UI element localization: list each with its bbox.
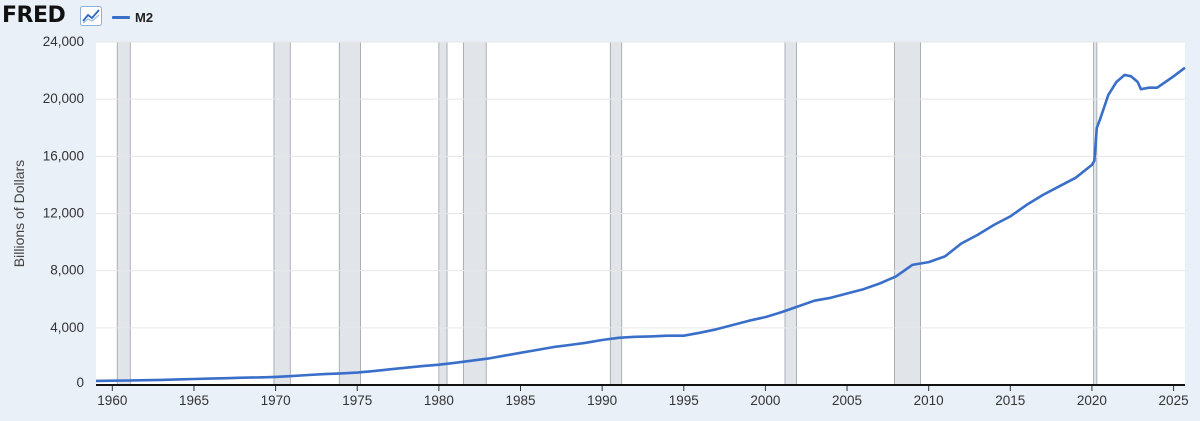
y-axis-title: Billions of Dollars [11, 160, 27, 267]
y-axis-ticks: 0 4,000 8,000 12,000 16,000 20,000 24,000 [43, 34, 84, 390]
y-tick-label: 20,000 [43, 91, 84, 106]
x-tick-label: 2000 [750, 393, 780, 408]
y-tick-label: 4,000 [50, 320, 84, 335]
legend[interactable]: M2 [112, 9, 153, 25]
x-tick-label: 2020 [1077, 393, 1107, 408]
chart-header: FRED M2 [0, 0, 400, 32]
x-tick-label: 1960 [97, 393, 127, 408]
x-tick-label: 1970 [261, 393, 291, 408]
x-tick-label: 2005 [832, 393, 862, 408]
y-tick-label: 0 [76, 375, 84, 390]
y-tick-label: 24,000 [43, 34, 84, 49]
y-tick-label: 16,000 [43, 148, 84, 163]
x-tick-label: 2015 [995, 393, 1025, 408]
line-chart-icon [80, 6, 102, 26]
legend-swatch [112, 15, 130, 19]
x-tick-label: 1995 [669, 393, 699, 408]
x-tick-label: 2025 [1159, 393, 1189, 408]
x-tick-label: 1975 [342, 393, 372, 408]
y-tick-label: 12,000 [43, 206, 84, 221]
x-tick-label: 1990 [587, 393, 617, 408]
x-tick-label: 2010 [914, 393, 944, 408]
x-tick-label: 1985 [505, 393, 535, 408]
x-tick-label: 1965 [179, 393, 209, 408]
legend-label-m2: M2 [135, 9, 154, 25]
x-tick-label: 1980 [424, 393, 454, 408]
x-axis-ticks: 1960 1965 1970 1975 1980 1985 1990 1995 2000 2005… [97, 385, 1189, 408]
fred-logo[interactable]: FRED [2, 3, 66, 28]
gridlines [96, 41, 1185, 329]
series-line-m2[interactable] [95, 66, 1186, 383]
y-tick-label: 8,000 [50, 263, 84, 278]
